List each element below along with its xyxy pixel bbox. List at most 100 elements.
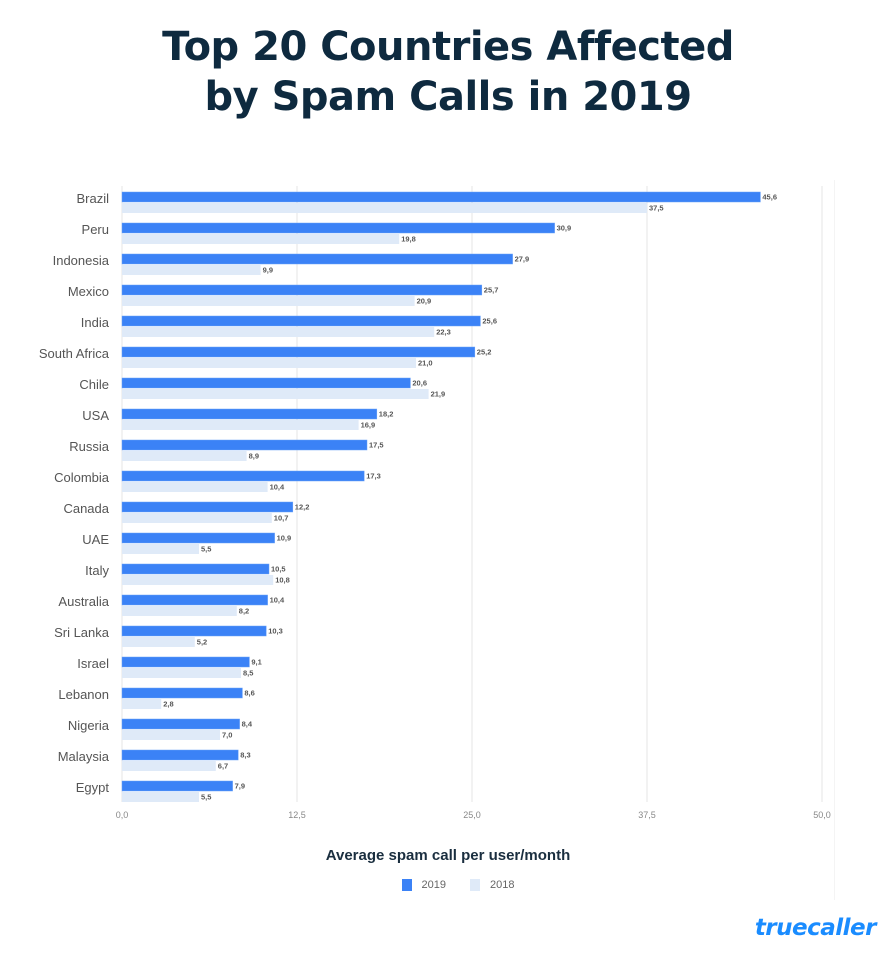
category-label: Chile	[79, 377, 109, 392]
legend-swatch-2018	[470, 879, 480, 891]
bar-2019-malaysia[interactable]	[121, 749, 239, 761]
bar-2019-indonesia[interactable]	[121, 253, 513, 265]
value-label-2018: 37,5	[649, 204, 664, 213]
value-label-2018: 2,8	[163, 700, 173, 709]
bar-2018-australia[interactable]	[122, 606, 237, 616]
chart-title-line-2: by Spam Calls in 2019	[204, 74, 692, 120]
bar-2018-nigeria[interactable]	[122, 730, 220, 740]
bar-2019-nigeria[interactable]	[121, 718, 240, 730]
category-label: Malaysia	[58, 749, 110, 764]
value-label-2018: 20,9	[417, 297, 432, 306]
value-label-2019: 9,1	[251, 658, 261, 667]
legend-item-2018[interactable]: 2018	[470, 879, 514, 891]
bar-2019-israel[interactable]	[121, 656, 250, 668]
bar-2018-india[interactable]	[122, 327, 435, 337]
x-axis-title: Average spam call per user/month	[325, 847, 571, 864]
value-label-2018: 8,9	[249, 452, 259, 461]
bar-2019-egypt[interactable]	[121, 780, 233, 792]
category-label: Sri Lanka	[54, 625, 110, 640]
value-label-2019: 8,4	[242, 720, 253, 729]
category-label: Peru	[82, 222, 109, 237]
bar-2018-peru[interactable]	[122, 234, 400, 244]
value-label-2019: 25,6	[482, 317, 497, 326]
value-label-2018: 10,4	[270, 483, 285, 492]
bar-2018-brazil[interactable]	[122, 203, 647, 213]
value-label-2018: 8,2	[239, 607, 249, 616]
bar-2019-canada[interactable]	[121, 501, 294, 513]
bar-2018-south-africa[interactable]	[122, 358, 416, 368]
bar-2018-indonesia[interactable]	[122, 265, 261, 275]
bar-2019-italy[interactable]	[121, 563, 270, 575]
category-label: Lebanon	[58, 687, 109, 702]
value-label-2018: 10,7	[274, 514, 289, 523]
category-label: Egypt	[76, 780, 110, 795]
value-label-2019: 18,2	[379, 410, 394, 419]
bar-2019-peru[interactable]	[121, 222, 555, 234]
value-label-2018: 6,7	[218, 762, 228, 771]
value-label-2018: 16,9	[361, 421, 376, 430]
category-label: USA	[82, 408, 109, 423]
bar-2019-mexico[interactable]	[121, 284, 483, 296]
bar-2018-uae[interactable]	[122, 544, 199, 554]
category-label: Russia	[69, 439, 110, 454]
bar-2019-lebanon[interactable]	[121, 687, 243, 699]
bar-2018-israel[interactable]	[122, 668, 241, 678]
legend-label-2018: 2018	[490, 879, 515, 891]
value-label-2019: 20,6	[412, 379, 427, 388]
value-label-2018: 8,5	[243, 669, 253, 678]
category-label: India	[81, 315, 110, 330]
x-tick-label: 25,0	[463, 810, 481, 820]
category-label: Israel	[77, 656, 109, 671]
bar-2018-russia[interactable]	[122, 451, 247, 461]
gridlines	[121, 186, 823, 802]
category-label: UAE	[82, 532, 109, 547]
bar-2019-india[interactable]	[121, 315, 481, 327]
x-tick-label: 12,5	[288, 810, 306, 820]
value-label-2019: 45,6	[762, 193, 777, 202]
bar-2019-usa[interactable]	[121, 408, 378, 420]
bar-2019-australia[interactable]	[121, 594, 268, 606]
bar-2018-canada[interactable]	[122, 513, 272, 523]
category-label: Nigeria	[68, 718, 110, 733]
bar-2018-chile[interactable]	[122, 389, 429, 399]
value-label-2018: 19,8	[401, 235, 416, 244]
value-label-2019: 30,9	[557, 224, 572, 233]
value-label-2018: 21,0	[418, 359, 433, 368]
bar-2018-italy[interactable]	[122, 575, 274, 585]
bar-2019-sri-lanka[interactable]	[121, 625, 267, 637]
value-label-2019: 7,9	[235, 782, 245, 791]
truecaller-logo: truecaller	[754, 915, 877, 941]
bar-2019-chile[interactable]	[121, 377, 411, 389]
value-label-2018: 22,3	[436, 328, 451, 337]
value-label-2019: 25,7	[484, 286, 499, 295]
bar-2018-usa[interactable]	[122, 420, 359, 430]
bar-2018-malaysia[interactable]	[122, 761, 216, 771]
labels: 0,0 12,5 25,0 37,5 50,0 Brazil 45,6 37,5 Peru 30,…	[39, 191, 831, 820]
value-label-2019: 10,4	[270, 596, 285, 605]
x-tick-label: 50,0	[813, 810, 831, 820]
category-label: Mexico	[68, 284, 109, 299]
value-label-2019: 25,2	[477, 348, 492, 357]
bar-2019-south-africa[interactable]	[121, 346, 476, 358]
value-label-2018: 7,0	[222, 731, 232, 740]
bar-2019-brazil[interactable]	[121, 191, 761, 203]
legend-label-2019: 2019	[421, 879, 446, 891]
value-label-2019: 12,2	[295, 503, 310, 512]
bar-2019-russia[interactable]	[121, 439, 368, 451]
category-label: Australia	[58, 594, 109, 609]
category-label: South Africa	[39, 346, 110, 361]
legend-item-2019[interactable]: 2019	[401, 879, 446, 891]
bar-2019-uae[interactable]	[121, 532, 275, 544]
bar-2018-colombia[interactable]	[122, 482, 268, 492]
value-label-2019: 27,9	[515, 255, 530, 264]
bar-chart: 0,0 12,5 25,0 37,5 50,0 Brazil 45,6 37,5 Peru 30,…	[39, 186, 831, 820]
bar-2018-sri-lanka[interactable]	[122, 637, 195, 647]
panel-edge-divider	[834, 180, 835, 900]
bar-2018-lebanon[interactable]	[122, 699, 162, 709]
value-label-2018: 10,8	[275, 576, 290, 585]
bar-2019-colombia[interactable]	[121, 470, 365, 482]
value-label-2018: 21,9	[431, 390, 446, 399]
x-tick-label: 0,0	[116, 810, 129, 820]
bar-2018-egypt[interactable]	[122, 792, 199, 802]
bar-2018-mexico[interactable]	[122, 296, 415, 306]
